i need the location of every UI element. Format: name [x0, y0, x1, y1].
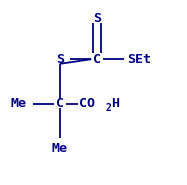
Text: SEt: SEt: [127, 53, 151, 66]
Text: Me: Me: [52, 142, 68, 154]
Text: CO: CO: [79, 97, 95, 110]
Text: S: S: [93, 12, 101, 25]
Text: Me: Me: [11, 97, 27, 110]
Text: C: C: [93, 53, 101, 66]
Text: H: H: [111, 97, 119, 110]
Text: 2: 2: [106, 103, 111, 113]
Text: C: C: [56, 97, 64, 110]
Text: S: S: [56, 53, 64, 66]
